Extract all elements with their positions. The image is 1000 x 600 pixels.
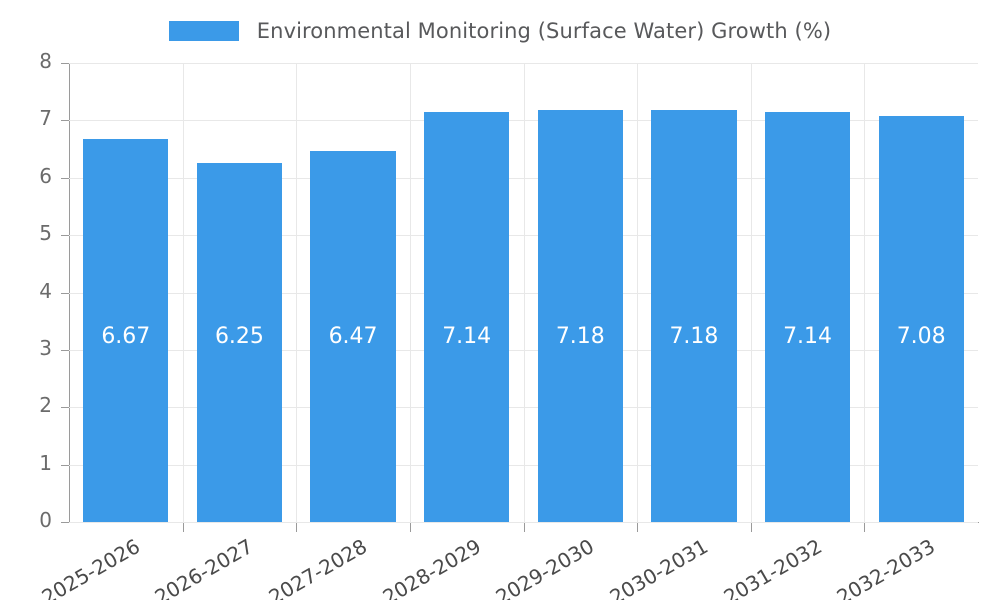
gridline-vertical	[864, 63, 865, 522]
y-tick-label: 2	[39, 393, 52, 418]
y-tick-mark	[61, 292, 69, 294]
gridline-horizontal	[69, 407, 978, 409]
gridline-horizontal	[69, 522, 978, 523]
x-axis-label: 2027-2028	[264, 534, 372, 600]
plot-area: 6.67 6.25 6.47 7.14 7.18 7.18 7.14 7.08	[69, 63, 978, 523]
bar[interactable]	[196, 163, 283, 522]
legend-color-swatch	[168, 21, 239, 41]
bar[interactable]	[651, 110, 737, 522]
y-tick-mark	[61, 464, 69, 466]
gridline-horizontal	[69, 63, 978, 64]
gridline-vertical	[296, 63, 297, 522]
x-axis-label: 2030-2031	[605, 534, 712, 600]
gridline-horizontal	[69, 349, 978, 351]
chart-legend: Environmental Monitoring (Surface Water)…	[0, 14, 1000, 48]
x-tick-mark	[183, 523, 184, 532]
bar[interactable]	[424, 112, 510, 522]
x-tick-mark	[751, 523, 752, 532]
bar[interactable]	[764, 112, 851, 522]
gridline-horizontal	[69, 464, 978, 466]
x-axis-label: 2029-2030	[491, 534, 599, 600]
y-tick-mark	[61, 177, 69, 179]
x-tick-mark	[864, 523, 865, 532]
y-tick-label: 4	[39, 278, 52, 303]
x-tick-mark	[524, 523, 525, 532]
y-tick-label: 8	[39, 49, 52, 73]
gridline-horizontal	[69, 120, 978, 122]
bar[interactable]	[310, 150, 396, 522]
gridline-vertical	[637, 63, 638, 522]
y-tick-mark	[61, 63, 69, 64]
y-tick-mark	[61, 522, 69, 523]
x-axis-label: 2026-2027	[151, 534, 258, 600]
y-tick-mark	[61, 407, 69, 409]
legend-label: Environmental Monitoring (Surface Water)…	[256, 19, 832, 43]
x-axis-label: 2025-2026	[37, 534, 144, 600]
x-axis-label: 2032-2033	[832, 534, 940, 600]
y-tick-mark	[61, 120, 69, 122]
x-tick-mark	[637, 523, 638, 532]
gridline-vertical	[751, 63, 752, 522]
gridline-vertical	[524, 63, 525, 522]
gridline-horizontal	[69, 235, 978, 237]
bar[interactable]	[878, 115, 964, 522]
y-tick-mark	[61, 349, 69, 351]
gridline-horizontal	[69, 292, 978, 294]
gridline-vertical	[410, 63, 411, 522]
x-axis-label: 2031-2032	[719, 534, 826, 600]
gridline-vertical	[183, 63, 184, 522]
y-tick-label: 7	[39, 106, 52, 131]
bar[interactable]	[83, 139, 169, 522]
y-tick-label: 1	[39, 450, 52, 475]
x-axis-label: 2028-2029	[378, 534, 485, 600]
gridline-horizontal	[69, 177, 978, 179]
x-tick-mark	[410, 523, 411, 532]
y-tick-label: 5	[39, 221, 52, 246]
y-tick-label: 6	[39, 163, 52, 188]
y-tick-mark	[61, 235, 69, 237]
x-tick-mark	[296, 523, 297, 532]
bar[interactable]	[537, 110, 623, 522]
y-tick-label: 0	[39, 508, 52, 532]
y-tick-label: 3	[39, 335, 52, 360]
